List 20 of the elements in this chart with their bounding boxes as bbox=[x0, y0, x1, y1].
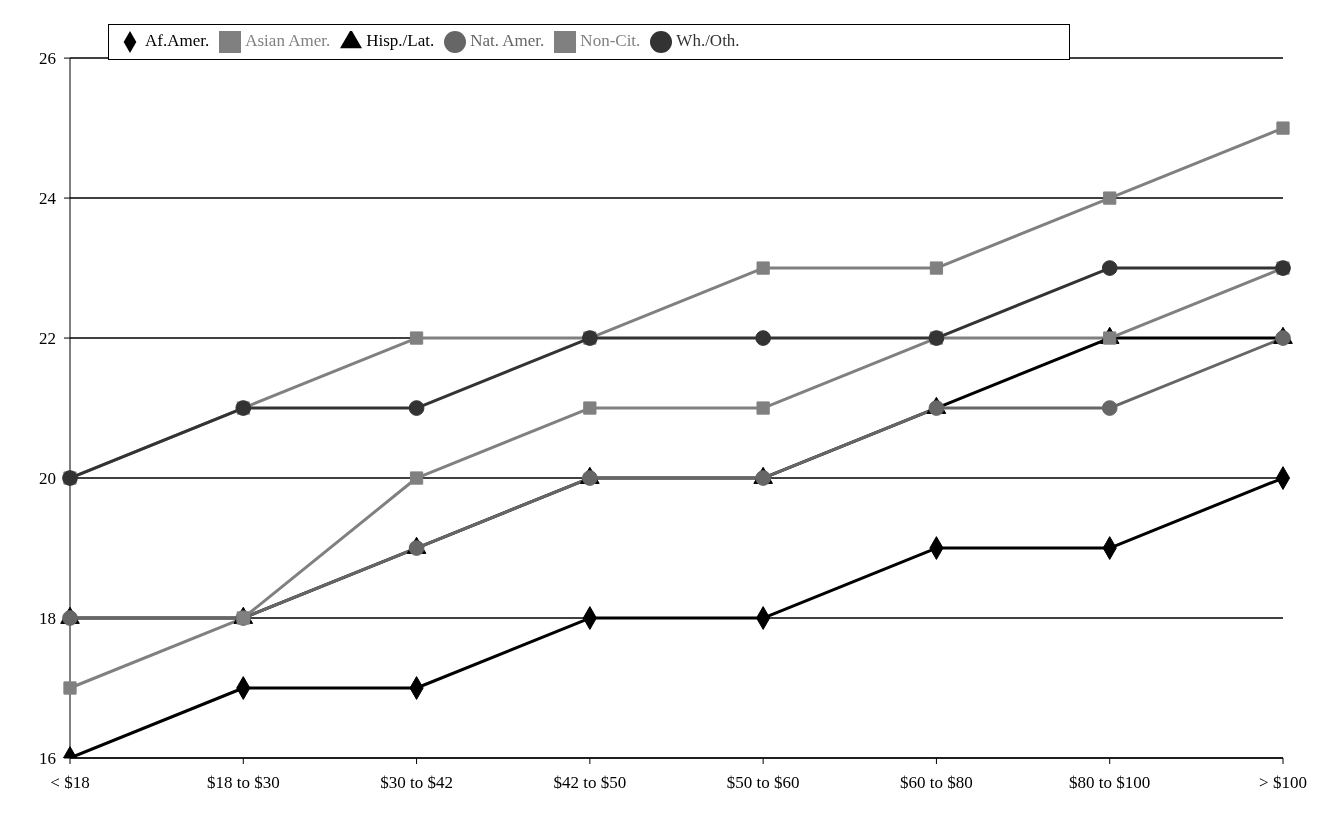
x-tick-label: $80 to $100 bbox=[1069, 773, 1151, 793]
x-tick-label: < $18 bbox=[50, 773, 90, 793]
y-tick-label: 20 bbox=[39, 469, 56, 489]
legend-label: Asian Amer. bbox=[245, 31, 331, 50]
x-tick-label: $60 to $80 bbox=[900, 773, 973, 793]
y-tick-label: 24 bbox=[39, 189, 57, 209]
legend-label: Wh./Oth. bbox=[676, 31, 740, 50]
legend-label: Af.Amer. bbox=[145, 31, 210, 50]
x-tick-label: > $100 bbox=[1259, 773, 1307, 793]
y-tick-label: 22 bbox=[39, 329, 56, 349]
y-tick-label: 16 bbox=[39, 749, 56, 769]
x-tick-label: $50 to $60 bbox=[726, 773, 800, 793]
legend-label: Hisp./Lat. bbox=[366, 31, 435, 50]
legend-label: Non-Cit. bbox=[580, 31, 641, 50]
x-tick-label: $18 to $30 bbox=[206, 773, 280, 793]
y-tick-label: 18 bbox=[39, 609, 56, 629]
y-tick-label: 26 bbox=[39, 49, 56, 69]
x-tick-label: $30 to $42 bbox=[380, 773, 453, 793]
x-tick-label: $42 to $50 bbox=[553, 773, 627, 793]
legend-label: Nat. Amer. bbox=[470, 31, 545, 50]
